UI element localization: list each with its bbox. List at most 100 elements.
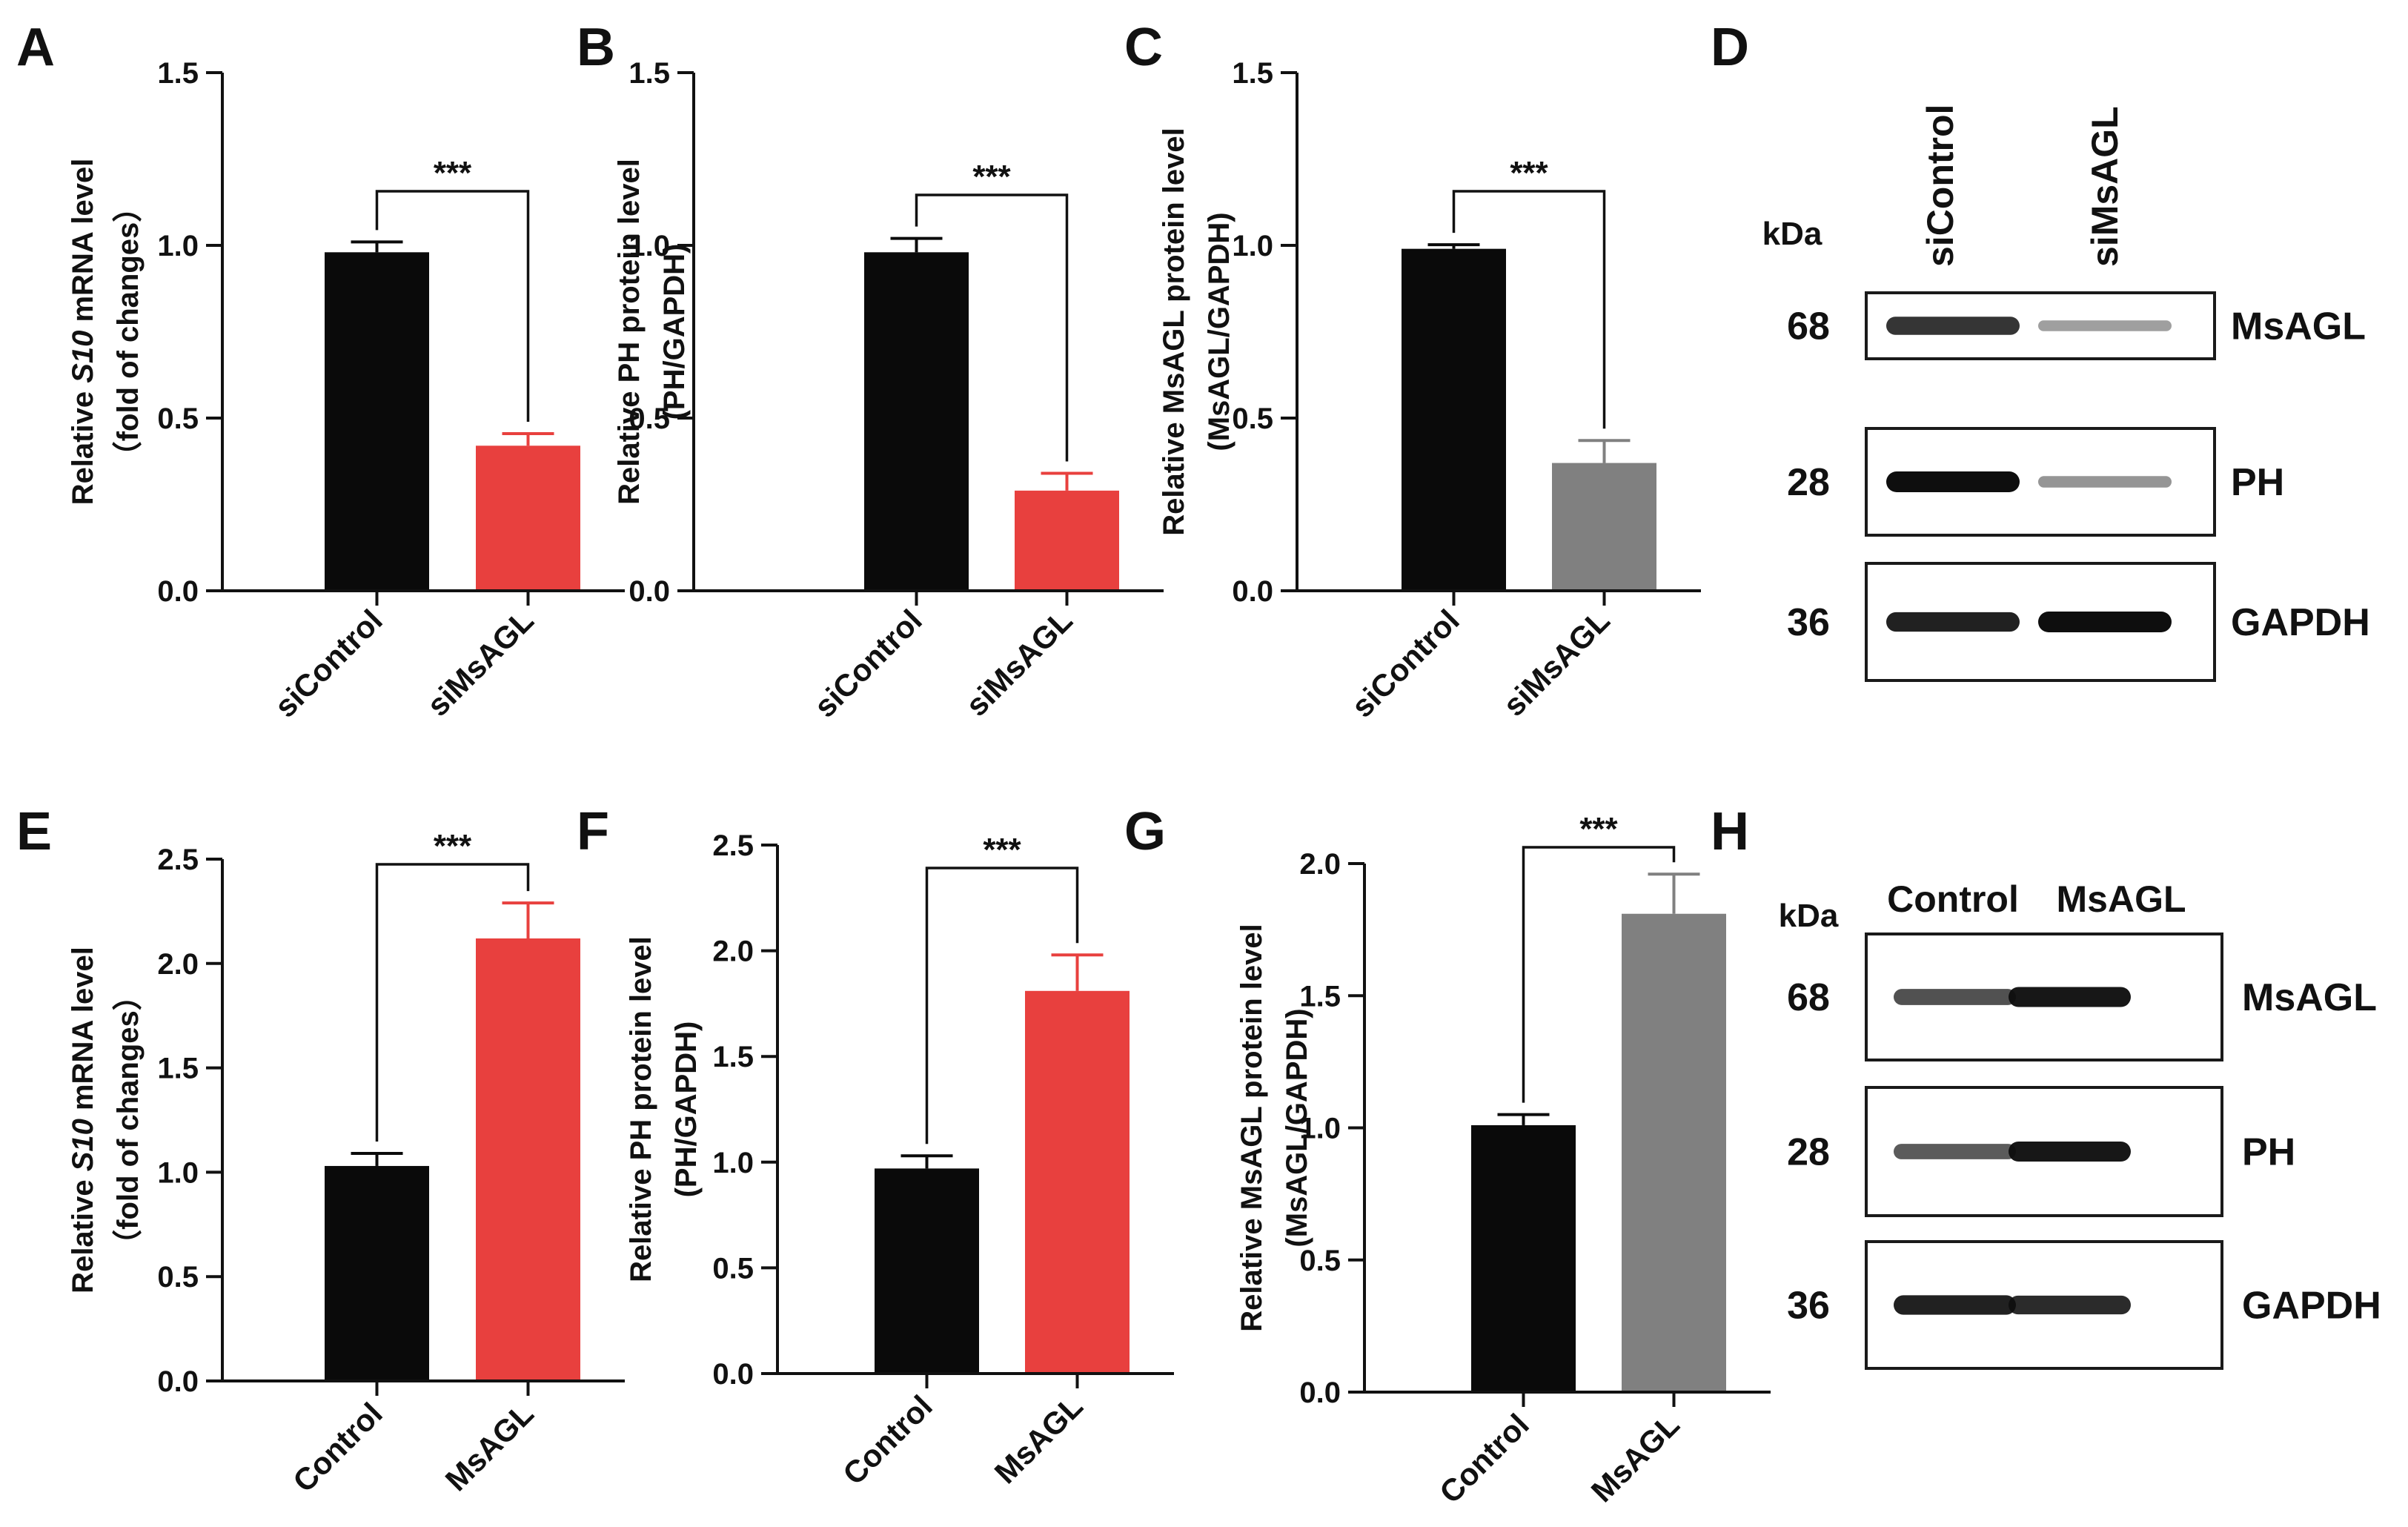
y-axis-label-text: Relative	[67, 1171, 99, 1294]
blot-band	[2009, 1295, 2131, 1315]
x-tick-label: siControl	[807, 603, 929, 724]
y-tick-label: 1.5	[712, 1041, 754, 1073]
bar-siMsAGL	[1015, 490, 1119, 591]
y-tick-label: 1.0	[157, 1156, 199, 1189]
y-tick-label: 2.5	[157, 844, 199, 876]
y-axis-label: Relative PH protein level	[613, 159, 646, 505]
lane-label: MsAGL	[2057, 878, 2186, 920]
y-tick-label: 2.0	[712, 935, 754, 968]
y-tick-label: 1.5	[628, 57, 670, 90]
x-tick-label: siControl	[1344, 603, 1466, 724]
protein-label: MsAGL	[2231, 305, 2366, 348]
significance-bracket	[915, 193, 1069, 462]
y-axis-label: Relative MsAGL protein level	[1235, 924, 1268, 1332]
chart-panel-C: C 0.0 0.5 1.0 1.5 siControl siMsAGL Relative Ms…	[1124, 18, 1701, 724]
blot-band	[2009, 987, 2131, 1007]
y-axis-label-line2: (MsAGL/GAPDH)	[1281, 1008, 1313, 1247]
panel-label: E	[16, 802, 52, 861]
y-tick-label: 1.0	[1299, 1113, 1341, 1145]
protein-label: GAPDH	[2231, 601, 2370, 644]
x-tick-label: Control	[836, 1388, 939, 1491]
blot-row-MsAGL: 68 MsAGL	[1787, 933, 2377, 1061]
kda-value: 68	[1787, 305, 1830, 348]
y-axis-label-text: Relative MsAGL protein level	[1158, 127, 1190, 536]
bar-Control	[875, 1168, 979, 1374]
blot-band	[2009, 1141, 2131, 1162]
y-tick-label: 0.0	[1232, 575, 1273, 608]
lane-label: Control	[1887, 878, 2019, 920]
x-tick-label: siMsAGL	[1496, 603, 1616, 723]
y-tick-label: 0.0	[1299, 1377, 1341, 1409]
y-axis-label-text: Relative PH protein level	[625, 936, 657, 1282]
x-tick-label: Control	[286, 1396, 389, 1499]
x-tick-label: siMsAGL	[420, 603, 540, 723]
panel-label: H	[1711, 802, 1749, 861]
significance-stars: ***	[1579, 811, 1618, 847]
significance-stars: ***	[434, 155, 472, 191]
x-tick-label: siMsAGL	[959, 603, 1079, 723]
y-tick-label: 0.5	[1232, 403, 1273, 435]
kda-value: 36	[1787, 601, 1830, 644]
panel-label: B	[577, 18, 615, 77]
y-tick-label: 0.5	[1299, 1245, 1341, 1277]
bar-siMsAGL	[476, 445, 580, 591]
y-axis-label-italic: S10	[67, 331, 99, 383]
kda-value: 36	[1787, 1285, 1830, 1328]
x-tick-label: siControl	[268, 603, 389, 724]
y-axis-label-italic: S10	[67, 1119, 99, 1171]
y-axis-label-text: Relative PH protein level	[613, 159, 646, 505]
blot-row-MsAGL: 68 MsAGL	[1787, 291, 2366, 360]
y-tick-label: 0.0	[712, 1358, 754, 1391]
blot-band	[1886, 612, 2020, 632]
bar-siControl	[864, 252, 969, 591]
y-tick-label: 2.0	[157, 948, 199, 981]
y-axis-label: Relative PH protein level	[625, 936, 657, 1282]
y-tick-label: 1.5	[1299, 980, 1341, 1013]
y-tick-label: 1.0	[628, 230, 670, 262]
significance-bracket	[1452, 190, 1606, 429]
kda-value: 28	[1787, 1131, 1830, 1174]
y-axis-label: Relative S10 mRNA level	[67, 947, 99, 1294]
kda-label: kDa	[1762, 216, 1822, 252]
blot-membrane	[1865, 291, 2216, 360]
y-tick-label: 0.0	[157, 575, 199, 608]
chart-panel-B: B 0.0 0.5 1.0 1.5 siControl siMsAGL Relative PH…	[577, 18, 1164, 724]
x-tick-label: MsAGL	[1585, 1407, 1686, 1508]
significance-stars: ***	[972, 159, 1011, 195]
x-tick-label: MsAGL	[988, 1388, 1089, 1490]
y-axis-label-text: Relative MsAGL protein level	[1235, 924, 1268, 1332]
significance-stars: ***	[983, 832, 1021, 868]
y-axis-label-line2: （fold of changes）	[112, 981, 145, 1259]
panel-label: F	[577, 802, 609, 861]
blot-band	[1894, 1144, 2016, 1159]
blot-row-GAPDH: 36 GAPDH	[1787, 562, 2370, 682]
y-axis-label-line2: (MsAGL/GAPDH)	[1203, 212, 1235, 451]
x-tick-label: Control	[1433, 1407, 1536, 1510]
blot-band	[1886, 317, 2020, 335]
y-tick-label: 1.0	[712, 1147, 754, 1179]
bar-MsAGL	[1025, 990, 1130, 1374]
y-tick-label: 0.0	[628, 575, 670, 608]
y-axis-label-text: mRNA level	[67, 947, 99, 1119]
bar-siControl	[325, 252, 429, 591]
lane-label: siControl	[1920, 105, 1961, 267]
protein-label: PH	[2242, 1131, 2295, 1174]
y-axis-label-text: mRNA level	[67, 159, 99, 331]
blot-band	[2038, 320, 2172, 331]
x-tick-label: MsAGL	[439, 1396, 540, 1497]
y-tick-label: 1.5	[157, 1053, 199, 1085]
blot-band	[1886, 471, 2020, 492]
y-axis-label-line2: (PH/GAPDH)	[658, 244, 691, 420]
bar-siMsAGL	[1552, 463, 1656, 591]
bar-Control	[325, 1165, 429, 1381]
y-axis-label: Relative MsAGL protein level	[1158, 127, 1190, 536]
y-axis-label-line2: (PH/GAPDH)	[670, 1021, 703, 1198]
panel-label: C	[1124, 18, 1163, 77]
y-axis-label: Relative S10 mRNA level	[67, 159, 99, 506]
blot-band	[1894, 989, 2016, 1005]
y-tick-label: 0.5	[157, 1261, 199, 1294]
